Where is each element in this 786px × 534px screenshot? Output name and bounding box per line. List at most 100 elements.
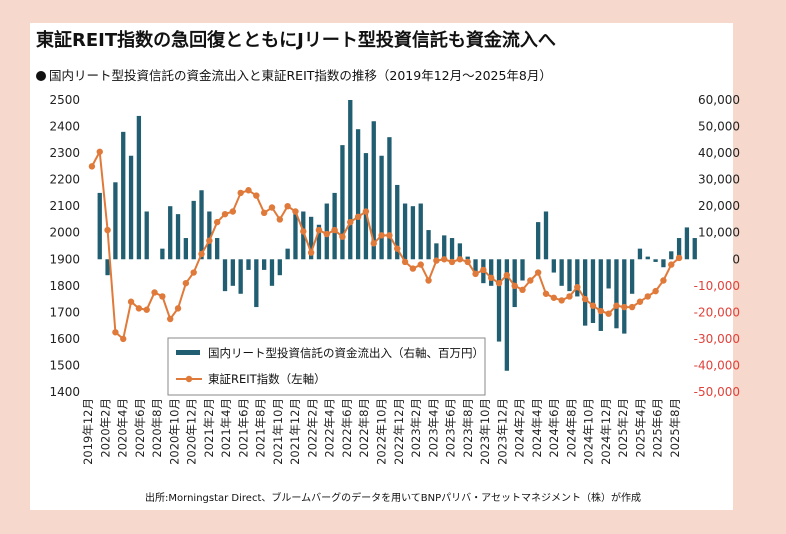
flow-bar — [207, 211, 212, 260]
reit-index-point — [558, 297, 565, 304]
reit-index-point — [307, 249, 315, 256]
chart-subtitle: 国内リート型投資信託の資金流出入と東証REIT指数の推移（2019年12月～20… — [36, 65, 552, 84]
flow-bar — [348, 100, 353, 260]
reit-index-point — [347, 218, 354, 226]
left-tick-label: 1500 — [49, 358, 80, 372]
reit-index-point — [331, 226, 338, 234]
flow-bar — [457, 243, 463, 260]
flow-bar — [316, 224, 322, 260]
x-tick-label: 2022年10月 — [375, 398, 389, 465]
reit-index-point — [527, 277, 534, 284]
right-tick-label: 40,000 — [698, 146, 740, 160]
reit-index-point — [151, 289, 158, 296]
reit-index-point — [284, 202, 291, 210]
flow-bar — [536, 222, 541, 260]
reit-index-point — [597, 307, 604, 315]
right-tick-label: 20,000 — [698, 199, 740, 213]
reit-index-point — [480, 266, 487, 274]
x-tick-label: 2024年8月 — [564, 398, 578, 458]
reit-index-point — [644, 293, 651, 300]
left-tick-label: 2000 — [49, 226, 80, 240]
reit-index-point — [229, 208, 237, 215]
x-tick-label: 2019年12月 — [81, 398, 95, 465]
x-tick-label: 2020年10月 — [167, 398, 181, 465]
reit-index-point — [112, 329, 119, 336]
x-tick-label: 2021年8月 — [254, 398, 268, 458]
reit-index-point — [198, 250, 205, 258]
flow-bar — [402, 203, 408, 260]
flow-bar — [426, 230, 431, 260]
flow-bar — [606, 259, 611, 289]
x-tick-label: 2022年2月 — [305, 398, 319, 458]
legend-line-label: 東証REIT指数（左軸） — [208, 372, 326, 386]
reit-index-point — [456, 256, 464, 263]
flow-bar — [183, 238, 189, 260]
reit-index-point — [675, 254, 683, 262]
flow-bar — [504, 259, 510, 371]
reit-index-point — [566, 293, 573, 300]
x-tick-label: 2025年8月 — [668, 398, 682, 458]
reit-index-point — [628, 303, 636, 311]
flow-bar — [199, 190, 204, 260]
right-tick-label: 50,000 — [698, 120, 740, 134]
reit-index-point — [519, 286, 526, 293]
reit-index-point — [135, 305, 143, 312]
right-tick-label: -20,000 — [694, 305, 740, 319]
flow-bar — [582, 259, 588, 326]
left-tick-label: 2300 — [49, 146, 80, 160]
reit-index-point — [245, 187, 252, 194]
x-tick-label: 2022年6月 — [340, 398, 354, 458]
flow-bar — [622, 259, 627, 334]
flow-bar — [645, 256, 650, 260]
flow-bar — [113, 182, 118, 260]
right-tick-label: 30,000 — [698, 173, 740, 187]
subtitle-text: 国内リート型投資信託の資金流出入と東証REIT指数の推移（2019年12月～20… — [49, 68, 552, 83]
x-tick-label: 2024年2月 — [513, 398, 527, 458]
x-tick-label: 2024年4月 — [530, 398, 544, 458]
flow-bar — [340, 145, 345, 260]
flow-bar — [222, 259, 228, 292]
flow-bar — [168, 206, 173, 260]
flow-bar — [144, 211, 149, 260]
flow-bar — [410, 206, 416, 260]
reit-index-point — [362, 208, 370, 215]
legend-bar-swatch — [176, 350, 200, 355]
flow-bar — [653, 259, 658, 262]
x-tick-label: 2023年10月 — [478, 398, 492, 465]
right-tick-label: -10,000 — [694, 279, 740, 293]
reit-index-point — [190, 269, 197, 276]
reit-index-point — [104, 226, 111, 234]
flow-bar — [661, 259, 666, 268]
reit-index-point — [206, 237, 213, 244]
x-tick-label: 2024年12月 — [599, 398, 613, 465]
flow-bar — [301, 211, 306, 260]
left-tick-label: 2200 — [49, 173, 80, 187]
legend-bar-label: 国内リート型投資信託の資金流出入（右軸、百万円） — [208, 346, 484, 360]
reit-index-point — [668, 261, 675, 268]
x-tick-label: 2021年6月 — [236, 398, 250, 458]
x-tick-label: 2021年2月 — [202, 398, 216, 458]
reit-index-point — [636, 298, 644, 305]
x-tick-label: 2020年4月 — [116, 398, 130, 458]
bullet-dot — [36, 71, 46, 81]
flow-bar — [395, 184, 400, 260]
flow-bar — [97, 192, 102, 260]
flow-bar — [684, 227, 690, 260]
flow-bar — [371, 121, 376, 260]
reit-index-point — [120, 335, 127, 343]
right-tick-label: -50,000 — [694, 385, 740, 399]
x-tick-label: 2023年4月 — [426, 398, 440, 458]
reit-index-point — [409, 265, 417, 272]
flow-bar — [215, 238, 220, 260]
reit-index-point — [378, 232, 385, 239]
flow-bar — [543, 211, 549, 260]
x-tick-label: 2022年12月 — [392, 398, 406, 465]
flow-bar — [442, 235, 447, 260]
x-tick-label: 2020年6月 — [133, 398, 147, 458]
reit-index-point — [260, 209, 268, 217]
flow-bar — [434, 243, 439, 260]
reit-index-point — [472, 270, 479, 278]
reit-index-point — [495, 279, 503, 287]
reit-index-point — [652, 287, 659, 295]
flow-bar — [238, 259, 243, 294]
